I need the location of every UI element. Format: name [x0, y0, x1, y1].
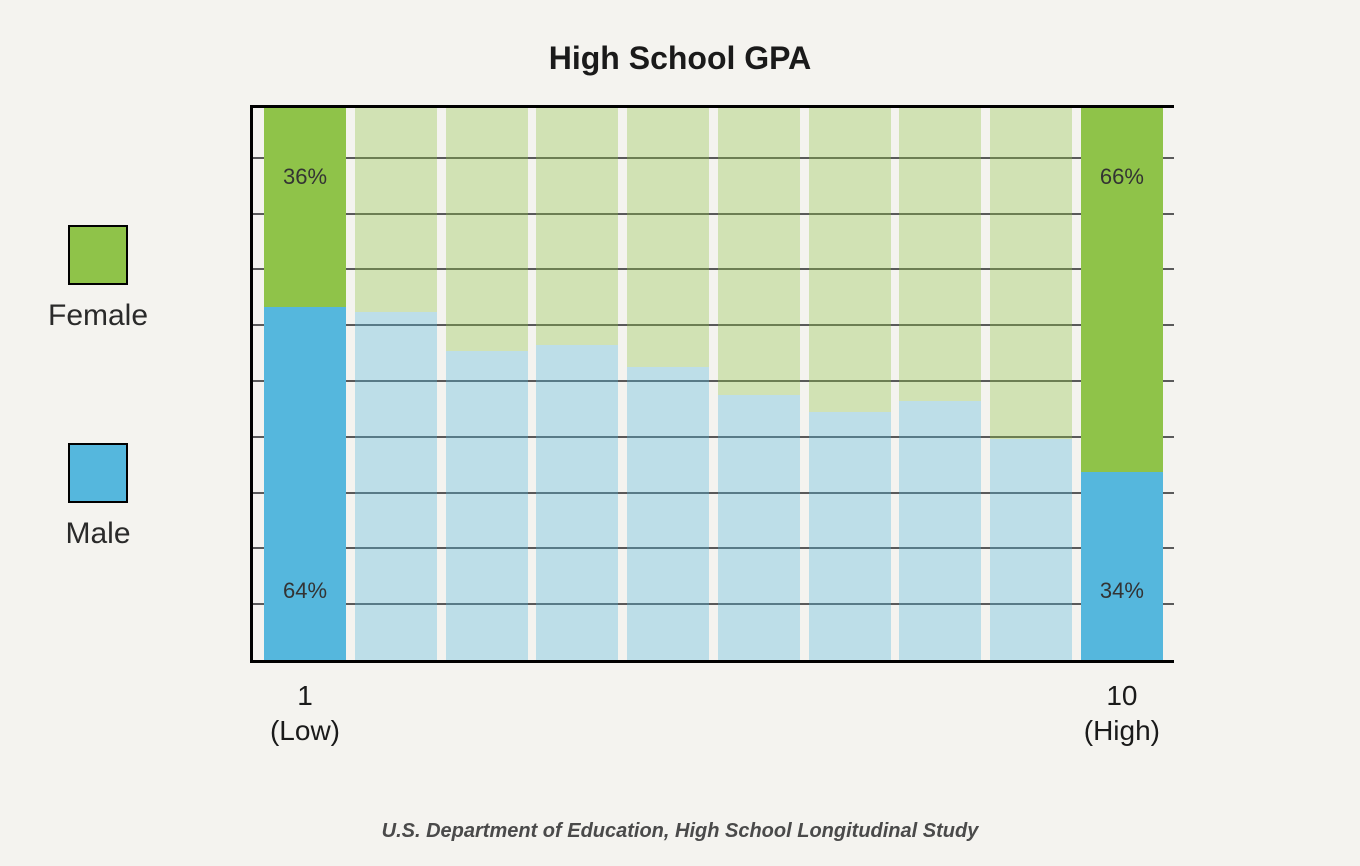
legend-swatch-female [68, 225, 128, 285]
bar-segment-male [809, 412, 891, 660]
bar-slot: 36%64%1 (Low) [264, 108, 346, 660]
bar-segment-female [1081, 108, 1163, 472]
legend-label-female: Female [48, 299, 148, 333]
bar-segment-male [627, 367, 709, 660]
stacked-bar [899, 108, 981, 660]
bar-segment-male [1081, 472, 1163, 660]
bar-slot [809, 108, 891, 660]
bar-segment-female [264, 108, 346, 307]
legend-item-female: Female [48, 225, 148, 333]
stacked-bar [355, 108, 437, 660]
bar-value-female: 66% [1081, 164, 1163, 190]
stacked-bar-chart: 36%64%1 (Low)66%34%10 (High) [250, 105, 1174, 663]
bar-value-female: 36% [264, 164, 346, 190]
bar-segment-female [627, 108, 709, 367]
stacked-bar [990, 108, 1072, 660]
bar-segment-female [536, 108, 618, 345]
bar-segment-male [264, 307, 346, 660]
bar-slot [899, 108, 981, 660]
chart-title: High School GPA [0, 40, 1360, 77]
stacked-bar [809, 108, 891, 660]
legend: Female Male [48, 225, 148, 551]
bar-value-male: 64% [264, 578, 346, 604]
legend-item-male: Male [48, 443, 148, 551]
bar-slot [718, 108, 800, 660]
x-axis-label: 10 (High) [1041, 678, 1203, 748]
stacked-bar [718, 108, 800, 660]
bar-slot [990, 108, 1072, 660]
bar-segment-male [355, 312, 437, 660]
bar-segment-male [718, 395, 800, 660]
source-caption: U.S. Department of Education, High Schoo… [0, 820, 1360, 843]
bar-segment-female [899, 108, 981, 401]
x-axis-label: 1 (Low) [224, 678, 386, 748]
stacked-bar [446, 108, 528, 660]
stacked-bar [627, 108, 709, 660]
bar-segment-male [536, 345, 618, 660]
bar-slot [627, 108, 709, 660]
bar-segment-male [990, 439, 1072, 660]
bar-segment-female [718, 108, 800, 395]
bar-slot [355, 108, 437, 660]
stacked-bar [536, 108, 618, 660]
bar-segment-female [446, 108, 528, 351]
bar-segment-male [899, 401, 981, 660]
legend-swatch-male [68, 443, 128, 503]
bars-container: 36%64%1 (Low)66%34%10 (High) [253, 108, 1174, 660]
bar-slot: 66%34%10 (High) [1081, 108, 1163, 660]
bar-segment-female [355, 108, 437, 312]
bar-segment-female [990, 108, 1072, 439]
bar-slot [446, 108, 528, 660]
bar-slot [536, 108, 618, 660]
bar-value-male: 34% [1081, 578, 1163, 604]
legend-label-male: Male [66, 517, 131, 551]
bar-segment-male [446, 351, 528, 660]
bar-segment-female [809, 108, 891, 412]
